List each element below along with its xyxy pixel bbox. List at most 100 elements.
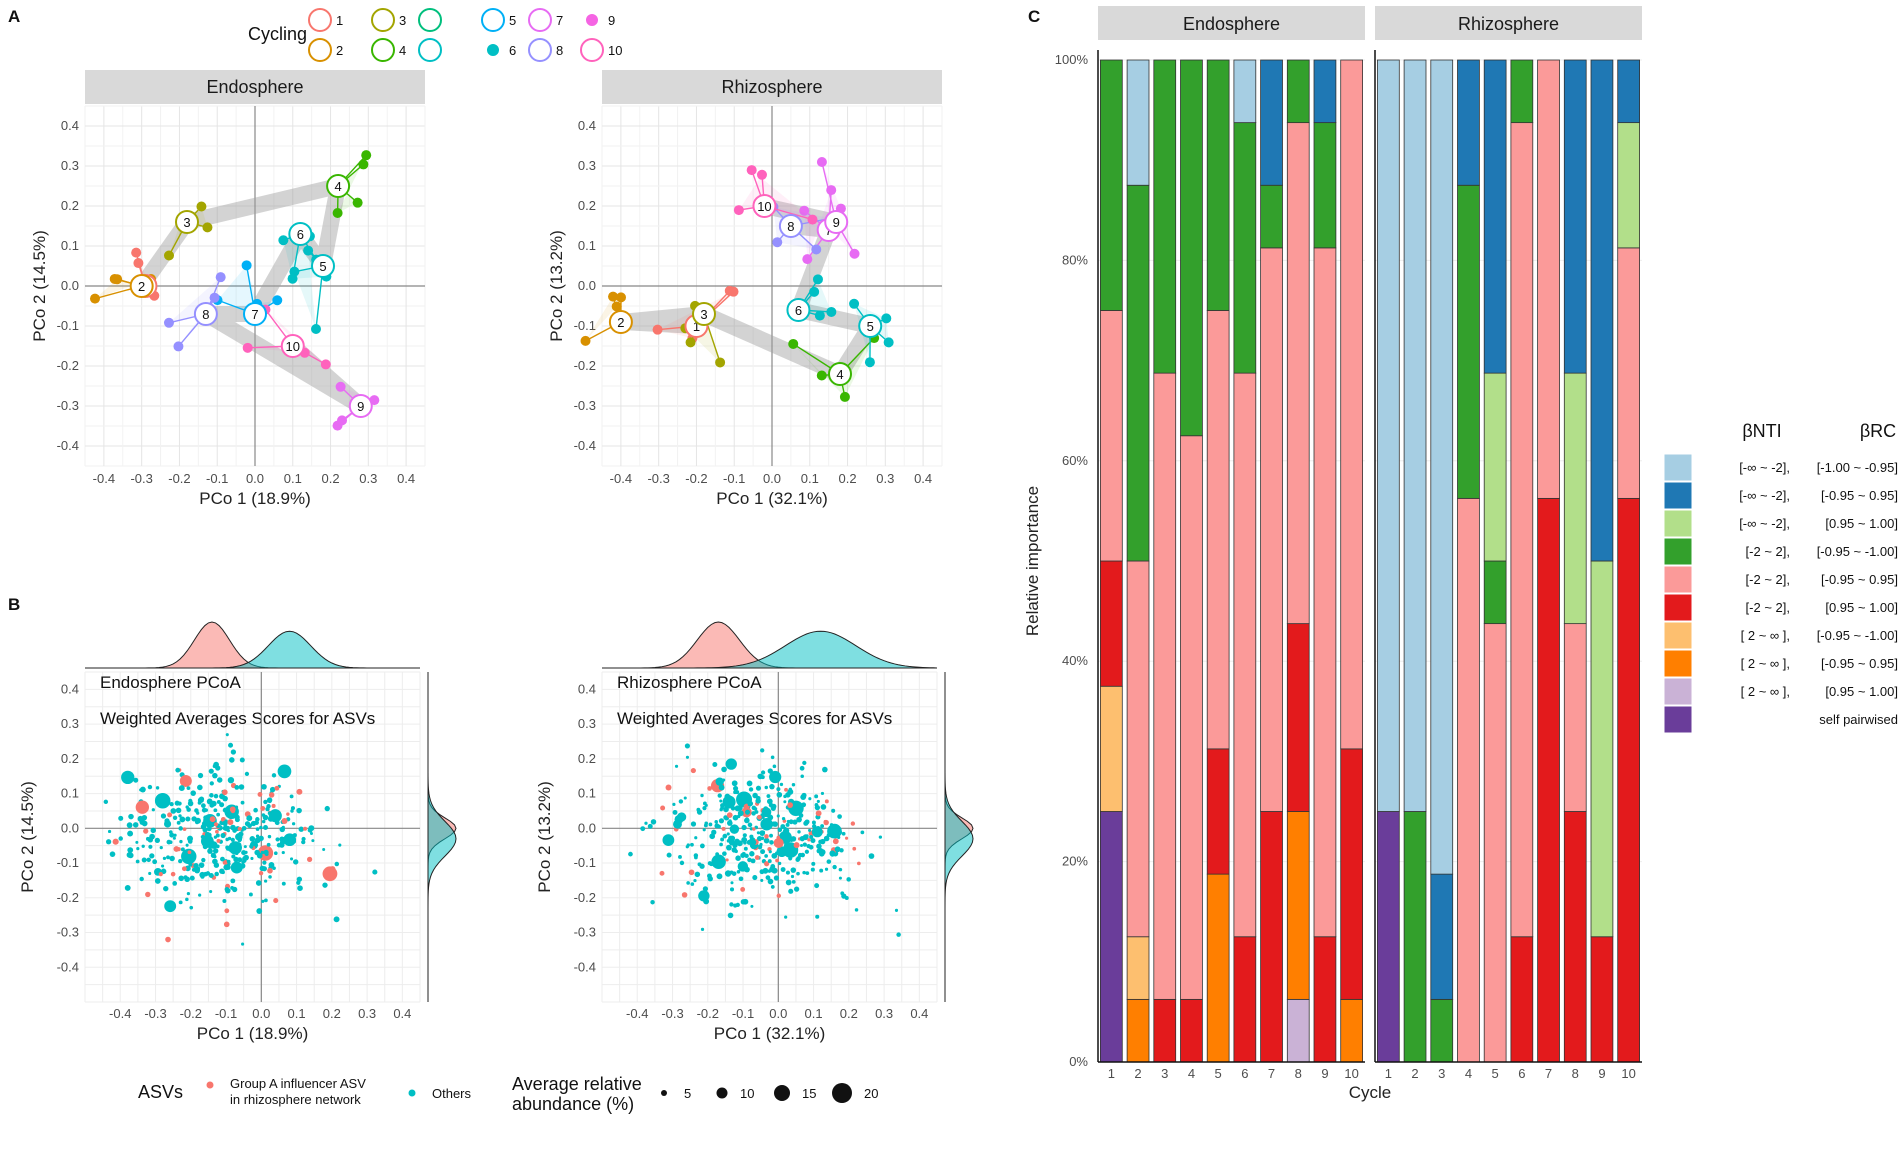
asv-point [794,887,799,892]
asv-point [693,879,696,882]
asv-point [118,816,123,821]
y-tick: 0.2 [61,751,79,766]
asv-point [816,843,821,848]
asv-point [224,819,227,822]
asv-point [241,860,245,864]
bar-endosphere-cycle-7-B [1261,60,1283,185]
bar-endosphere-cycle-8-F [1287,624,1309,812]
asv-point [768,859,772,863]
asv-point [748,803,751,806]
panel-c-y-tick: 0% [1069,1054,1088,1069]
asv-point [169,856,174,861]
asv-point [752,793,758,799]
bar-rhizosphere-cycle-5-B [1484,60,1506,373]
asv-point [752,875,757,880]
asv-point [220,857,225,862]
bar-endosphere-cycle-8-I [1287,999,1309,1062]
asv-point [290,794,294,798]
asv-point [691,768,696,773]
asv-point [253,808,258,813]
asv-point [751,858,756,863]
asv-point [179,817,185,823]
asv-point [801,802,806,807]
x-tick: -0.3 [647,471,669,486]
asv-point [738,861,748,871]
right-density [428,672,456,1002]
asv-point [769,834,773,838]
asv-point [817,800,820,803]
bar-endosphere-cycle-6-F [1234,937,1256,1062]
asv-point [717,825,721,829]
y-tick: -0.3 [57,925,79,940]
panel-c-x-tick: 6 [1241,1066,1248,1081]
asv-point [679,799,683,803]
asv-point [762,868,768,874]
cycling-legend-label-6: 5 [509,13,516,28]
sample-point [802,254,812,264]
asv-point [234,862,238,866]
sample-point [772,237,782,247]
y-tick: 0.2 [578,198,596,213]
bar-endosphere-cycle-10-H [1341,999,1363,1062]
asv-point [825,837,829,841]
y-tick: 0.0 [578,820,596,835]
sample-point [849,299,859,309]
asv-point [764,839,768,843]
size-legend-label-5: 5 [684,1086,691,1101]
asv-point [752,806,757,811]
asv-point [757,831,760,834]
asv-point [235,851,239,855]
panel-c-legend-brc-I: [0.95 ~ 1.00] [1825,684,1898,699]
centroid-label-3: 3 [700,307,707,322]
asv-point [812,820,816,824]
asv-point [161,864,164,867]
cycling-legend-label-9: 8 [556,43,563,58]
bar-endosphere-cycle-7-F [1261,812,1283,1063]
panel-c-x-tick: 9 [1321,1066,1328,1081]
panel-c-strip-label-1: Rhizosphere [1458,14,1559,34]
asv-point [173,837,176,840]
asv-point [711,855,726,870]
asv-point [241,943,244,946]
asv-point [136,847,139,850]
panel-c-legend-swatch-I [1664,678,1692,705]
asv-point [110,851,116,857]
asv-point [325,806,330,811]
panel-c-legend-swatch-H [1664,650,1692,677]
asv-point [211,853,216,858]
asv-point [660,871,665,876]
asv-point [142,815,147,820]
bar-endosphere-cycle-5-H [1207,874,1229,1062]
y-tick: -0.4 [57,438,79,453]
asv-point [173,816,177,820]
x-axis-label: PCo 1 (18.9%) [197,1024,309,1043]
asv-point [800,766,805,771]
bar-endosphere-cycle-6-D [1234,123,1256,374]
asv-point [198,894,201,897]
panel-a-rhizosphere: Rhizosphere-0.4 -0.3 -0.2 -0.1 0.0 0.1 0.2 0.3 0… [547,70,942,508]
sample-point [734,205,744,215]
bar-endosphere-cycle-5-D [1207,60,1229,311]
bar-rhizosphere-cycle-3-D [1431,999,1453,1062]
size-legend-label-20: 20 [864,1086,878,1101]
asv-point [210,816,216,822]
asv-point [232,887,237,892]
asv-point [261,784,267,790]
asv-point [334,916,340,922]
asv-point [190,790,196,796]
asv-point [763,819,766,822]
asv-point [179,900,183,904]
panel-c-legend-bnti-G: [ 2 ~ ∞ ], [1741,628,1790,643]
asv-point [268,799,272,803]
asv-point [165,937,171,943]
asv-point [308,825,314,831]
asv-point [650,900,654,904]
sample-point [881,313,891,323]
asv-point [766,794,770,798]
asv-point [895,909,898,912]
panel-c-barchart: 0%20%40%60%80%100%Relative importanceEnd… [1023,6,1898,1102]
asv-point [217,839,221,843]
asv-point [776,787,780,791]
cycling-legend-key-11 [581,39,603,61]
x-tick: -0.4 [610,471,632,486]
